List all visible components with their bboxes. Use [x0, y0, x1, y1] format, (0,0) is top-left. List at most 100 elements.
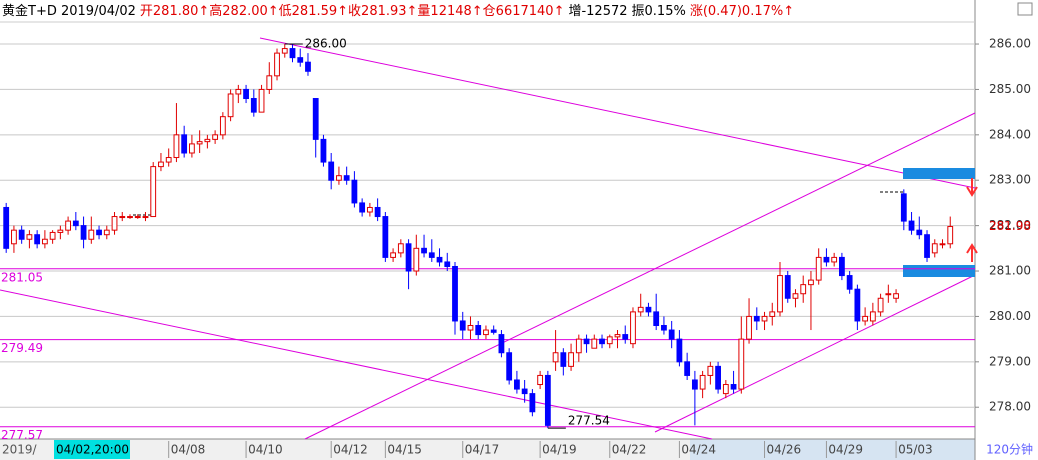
candle-body: [421, 247, 427, 254]
arrow-down: [966, 178, 978, 197]
candle-body: [753, 315, 760, 322]
candle-body: [18, 229, 25, 240]
candle-body: [96, 229, 102, 236]
candle-body: [189, 143, 195, 154]
trend-line: [654, 274, 976, 433]
candle-body: [552, 352, 559, 363]
header-item: 增-12572: [568, 4, 627, 19]
candle-body: [599, 338, 605, 345]
y-tick-label: 286.00: [989, 37, 1031, 51]
candle-body: [653, 311, 660, 327]
candle-body: [521, 388, 528, 395]
x-tick-label: 04/26: [767, 443, 802, 457]
candle-body: [514, 379, 520, 390]
candle-body: [939, 243, 946, 246]
candle-body: [397, 243, 404, 254]
candle-body: [88, 229, 95, 240]
candle-body: [529, 393, 536, 413]
candle-body: [204, 138, 211, 143]
candle-body: [715, 365, 721, 390]
candle-body: [142, 216, 149, 219]
candle-body: [823, 256, 830, 263]
candle-body: [869, 311, 876, 322]
candle-body: [630, 311, 636, 345]
header-item: 涨(0.47)0.17%↑: [690, 4, 794, 19]
candles: [3, 44, 954, 429]
candle-body: [931, 243, 938, 254]
cursor-date-prefix: 2019/: [2, 443, 38, 457]
candle-body: [436, 256, 443, 263]
candle-body: [839, 256, 845, 277]
candle-body: [722, 384, 729, 395]
candle-body: [80, 225, 87, 240]
candle-body: [738, 338, 745, 390]
candle-body: [305, 61, 311, 72]
y-tick-label: 279.00: [989, 354, 1031, 368]
candle-body: [761, 315, 768, 322]
candle-body: [583, 338, 590, 345]
header: 黄金T+D 2019/04/02 开281.80↑高282.00↑低281.59↑…: [2, 3, 794, 19]
high-marker-label: 286.00: [305, 37, 347, 51]
y-tick-label: 283.00: [989, 173, 1031, 187]
candle-body: [134, 216, 141, 219]
candle-body: [668, 329, 675, 340]
x-tick-label: 04/15: [387, 443, 422, 457]
candle-body: [374, 206, 381, 218]
candle-body: [947, 226, 954, 245]
candle-body: [676, 338, 683, 363]
candle-body: [312, 98, 319, 140]
candle-body: [351, 179, 358, 204]
candle-body: [150, 166, 157, 218]
x-axis-highlight: [690, 439, 975, 460]
header-item: 开281.80↑高282.00↑低281.59↑收281.93↑量12148↑仓…: [140, 3, 565, 19]
trend-line: [304, 112, 976, 440]
x-tick-label: 04/22: [612, 443, 647, 457]
candle-body: [281, 48, 288, 54]
candle-body: [212, 134, 219, 140]
window-button[interactable]: [1017, 2, 1033, 16]
candle-body: [459, 320, 466, 331]
trend-line: [259, 37, 976, 189]
candle-body: [684, 361, 691, 376]
candle-body: [49, 231, 56, 240]
candle-body: [854, 288, 861, 322]
candle-body: [661, 325, 667, 331]
candle-body: [444, 261, 451, 267]
candle-body: [320, 138, 327, 163]
candle-body: [219, 116, 226, 136]
candle-body: [343, 175, 350, 181]
candle-body: [258, 88, 265, 113]
candle-body: [382, 216, 389, 258]
candle-body: [181, 134, 188, 154]
candle-body: [777, 275, 783, 313]
x-tick-label: 04/08: [171, 443, 206, 457]
level-label: 277.57: [1, 428, 43, 442]
candle-body: [699, 374, 706, 390]
candle-body: [637, 306, 644, 313]
candle-body: [243, 88, 249, 100]
x-tick-label: 04/29: [828, 443, 863, 457]
x-tick-label: 04/24: [681, 443, 716, 457]
candle-body: [103, 229, 110, 236]
candle-body: [3, 206, 10, 249]
candle-body: [328, 161, 335, 181]
candle-body: [900, 193, 907, 222]
candle-body: [831, 256, 838, 263]
candle-body: [405, 243, 412, 272]
candle-body: [506, 352, 513, 381]
candle-body: [250, 98, 257, 113]
candle-body: [11, 229, 17, 245]
candle-body: [800, 284, 807, 295]
trend-line: [0, 289, 713, 440]
x-tick-label: 04/17: [465, 443, 500, 457]
x-tick-label: 05/03: [898, 443, 933, 457]
arrow-up: [966, 243, 978, 262]
candle-body: [72, 220, 79, 227]
x-tick-label: 04/10: [248, 443, 283, 457]
header-item: 黄金T+D 2019/04/02: [2, 3, 136, 19]
candle-body: [196, 141, 203, 145]
drawings: [0, 37, 978, 440]
last-price-label: 281.98: [989, 219, 1031, 233]
candle-body: [266, 75, 273, 90]
candle-body: [297, 57, 304, 63]
